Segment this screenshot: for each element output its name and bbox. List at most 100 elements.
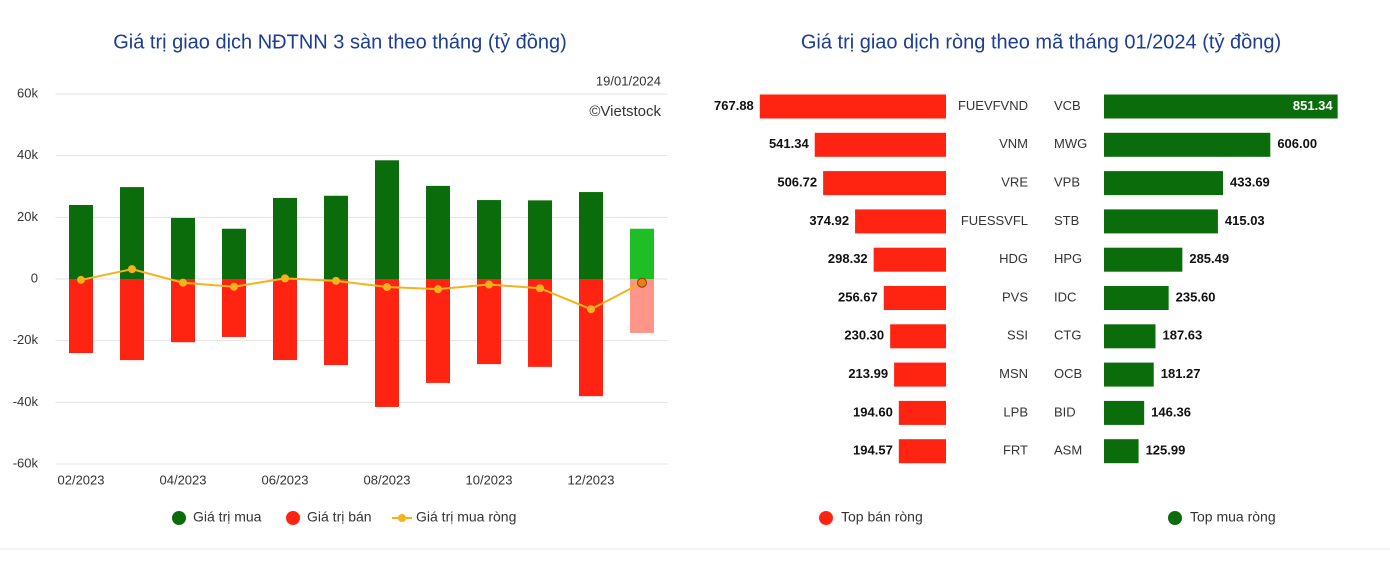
- category-label: MSN: [999, 366, 1028, 381]
- category-label: VPB: [1054, 175, 1080, 190]
- bar: [1104, 362, 1154, 387]
- y-tick-label: 20k: [17, 209, 38, 224]
- category-label: SSI: [1007, 328, 1028, 343]
- net-point: [587, 305, 595, 314]
- legend-label: Top mua ròng: [1190, 509, 1276, 525]
- bar: [759, 94, 946, 119]
- bar: [855, 209, 946, 234]
- net-point: [179, 278, 187, 287]
- net-line: [80, 268, 643, 311]
- value-label: 181.27: [1161, 366, 1201, 381]
- category-label: VCB: [1054, 98, 1081, 113]
- net-point: [536, 284, 544, 293]
- bar: [120, 187, 144, 279]
- category-label: CTG: [1054, 328, 1081, 343]
- bar: [890, 324, 946, 349]
- bar: [375, 279, 399, 407]
- net-point: [383, 283, 391, 292]
- bar: [69, 279, 93, 353]
- y-tick-label: 0: [31, 270, 38, 285]
- net-point: [637, 277, 647, 288]
- x-tick-label: 12/2023: [568, 472, 615, 487]
- x-tick-label: 06/2023: [262, 472, 309, 487]
- category-label: OCB: [1054, 366, 1082, 381]
- date-annotation: 19/01/2024: [596, 73, 661, 88]
- value-label: 187.63: [1162, 328, 1202, 343]
- bar: [528, 200, 552, 279]
- value-label: 235.60: [1176, 289, 1216, 304]
- value-label: 213.99: [848, 366, 888, 381]
- bar: [579, 192, 603, 279]
- bar: [477, 200, 501, 279]
- net-point: [77, 275, 85, 284]
- chart-title: Giá trị giao dịch NĐTNN 3 sàn theo tháng…: [113, 31, 567, 53]
- category-label: STB: [1054, 213, 1079, 228]
- y-tick-label: -60k: [13, 455, 39, 470]
- source-annotation: ©Vietstock: [589, 103, 661, 120]
- y-tick-label: 60k: [17, 85, 38, 100]
- net-point: [128, 265, 136, 274]
- x-tick-label: 08/2023: [364, 472, 411, 487]
- y-tick-label: 40k: [17, 147, 38, 162]
- value-label: 285.49: [1189, 251, 1229, 266]
- bar: [273, 279, 297, 361]
- bar: [426, 185, 450, 279]
- category-label: VRE: [1001, 175, 1028, 190]
- bar: [1104, 439, 1139, 464]
- bar: [1104, 400, 1145, 425]
- net-point: [332, 276, 340, 285]
- legend-swatch: [819, 511, 833, 525]
- net-point: [230, 282, 238, 291]
- bar: [1104, 132, 1271, 157]
- legend-swatch: [286, 511, 300, 525]
- bar: [873, 247, 946, 272]
- bar: [273, 197, 297, 279]
- category-label: FRT: [1003, 443, 1028, 458]
- bar: [171, 217, 195, 279]
- bar: [69, 205, 93, 279]
- category-label: HPG: [1054, 251, 1082, 266]
- category-label: ASM: [1054, 443, 1082, 458]
- value-label: 767.88: [714, 98, 754, 113]
- category-label: IDC: [1054, 289, 1076, 304]
- legend-label: Giá trị bán: [307, 509, 372, 525]
- category-label: MWG: [1054, 136, 1087, 151]
- bar: [528, 279, 552, 367]
- value-label: 374.92: [809, 213, 849, 228]
- value-label: 194.60: [853, 404, 893, 419]
- value-label: 256.67: [838, 289, 878, 304]
- value-label: 298.32: [828, 251, 868, 266]
- bar: [894, 362, 946, 387]
- bar: [171, 279, 195, 343]
- legend-swatch: [398, 514, 406, 522]
- category-label: PVS: [1002, 289, 1028, 304]
- x-tick-label: 04/2023: [160, 472, 207, 487]
- legend-label: Top bán ròng: [841, 509, 923, 525]
- value-label: 230.30: [844, 328, 884, 343]
- bar: [898, 400, 946, 425]
- value-label: 146.36: [1151, 404, 1191, 419]
- bar: [630, 279, 654, 333]
- bar: [426, 279, 450, 383]
- chart-title: Giá trị giao dịch ròng theo mã tháng 01/…: [801, 31, 1281, 53]
- value-label: 541.34: [769, 136, 810, 151]
- bar: [814, 132, 946, 157]
- bar: [375, 160, 399, 279]
- category-label: HDG: [999, 251, 1028, 266]
- category-label: FUESSVFL: [961, 213, 1028, 228]
- bar: [1104, 171, 1224, 196]
- category-label: BID: [1054, 404, 1076, 419]
- bar: [477, 279, 501, 365]
- bar: [120, 279, 144, 361]
- bar: [324, 195, 348, 279]
- y-tick-label: -20k: [13, 332, 39, 347]
- value-label: 415.03: [1225, 213, 1265, 228]
- bar: [898, 439, 946, 464]
- category-label: LPB: [1003, 404, 1028, 419]
- legend-swatch: [172, 511, 186, 525]
- value-label: 125.99: [1146, 443, 1186, 458]
- value-label: 506.72: [777, 175, 817, 190]
- x-tick-label: 02/2023: [58, 472, 105, 487]
- bar: [1104, 94, 1338, 119]
